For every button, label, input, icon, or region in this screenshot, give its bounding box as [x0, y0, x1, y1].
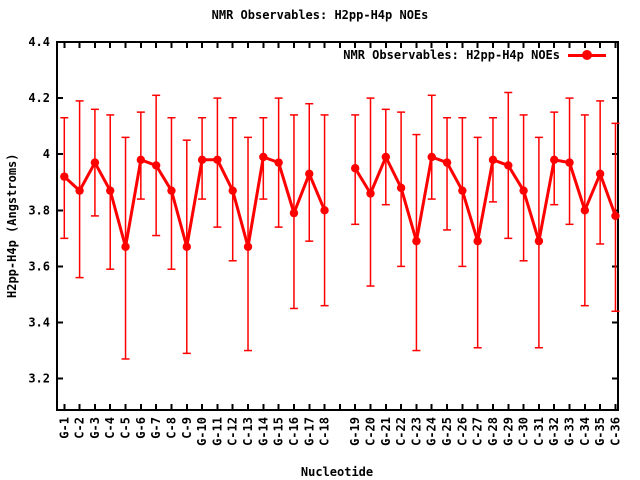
svg-text:C-16: C-16 [287, 417, 301, 446]
svg-text:C-20: C-20 [364, 417, 378, 446]
svg-text:G-19: G-19 [348, 417, 362, 446]
svg-text:C-22: C-22 [394, 417, 408, 446]
svg-text:G-14: G-14 [256, 417, 270, 446]
svg-text:G-29: G-29 [501, 417, 515, 446]
svg-text:C-5: C-5 [119, 417, 133, 439]
svg-text:G-21: G-21 [379, 417, 393, 446]
svg-text:C-13: C-13 [241, 417, 255, 446]
svg-text:4.4: 4.4 [28, 35, 50, 49]
svg-text:G-35: G-35 [593, 417, 607, 446]
svg-text:3.4: 3.4 [28, 316, 50, 330]
svg-text:C-2: C-2 [73, 417, 87, 439]
svg-text:C-4: C-4 [103, 417, 117, 439]
svg-text:G-25: G-25 [440, 417, 454, 446]
legend-marker-icon [568, 49, 606, 61]
series-points [60, 152, 620, 251]
svg-text:C-31: C-31 [532, 417, 546, 446]
svg-text:3.2: 3.2 [28, 372, 50, 386]
legend-label: NMR Observables: H2pp-H4p NOEs [343, 48, 560, 62]
svg-text:G-28: G-28 [486, 417, 500, 446]
svg-text:G-7: G-7 [149, 417, 163, 439]
svg-text:C-12: C-12 [226, 417, 240, 446]
svg-text:3.8: 3.8 [28, 203, 50, 217]
svg-text:G-33: G-33 [563, 417, 577, 446]
svg-text:C-8: C-8 [164, 417, 178, 439]
series-line [63, 153, 617, 248]
svg-text:G-32: G-32 [547, 417, 561, 446]
svg-text:C-34: C-34 [578, 417, 592, 446]
plot-border [56, 41, 619, 411]
svg-text:G-1: G-1 [57, 417, 71, 439]
x-axis-label: Nucleotide [300, 465, 374, 479]
svg-text:C-36: C-36 [608, 417, 622, 446]
legend-point-icon [582, 50, 592, 60]
svg-text:C-9: C-9 [180, 417, 194, 439]
y-tick-labels: 3.2 3.4 3.6 3.8 4 4.2 4.4 [28, 35, 50, 386]
svg-text:C-26: C-26 [455, 417, 469, 446]
x-tick-labels: G-1 C-2 G-3 C-4 C-5 G-6 G-7 C-8 C-9 G-10 G-11 C-12 C… [57, 417, 622, 446]
svg-text:C-18: C-18 [318, 417, 332, 446]
y-axis-label: H2pp-H4p (Angstroms) [5, 153, 19, 299]
svg-text:G-6: G-6 [134, 417, 148, 439]
chart-title: NMR Observables: H2pp-H4p NOEs [211, 8, 429, 22]
svg-text:3.6: 3.6 [28, 259, 50, 273]
svg-text:C-23: C-23 [409, 417, 423, 446]
svg-text:G-3: G-3 [88, 417, 102, 439]
svg-text:4.2: 4.2 [28, 91, 50, 105]
svg-text:G-24: G-24 [425, 417, 439, 446]
svg-text:C-30: C-30 [517, 417, 531, 446]
svg-text:G-11: G-11 [210, 417, 224, 446]
svg-text:G-15: G-15 [272, 417, 286, 446]
svg-text:G-10: G-10 [195, 417, 209, 446]
legend: NMR Observables: H2pp-H4p NOEs [343, 47, 606, 63]
svg-text:G-17: G-17 [302, 417, 316, 446]
svg-text:4: 4 [43, 147, 50, 161]
svg-text:C-27: C-27 [471, 417, 485, 446]
